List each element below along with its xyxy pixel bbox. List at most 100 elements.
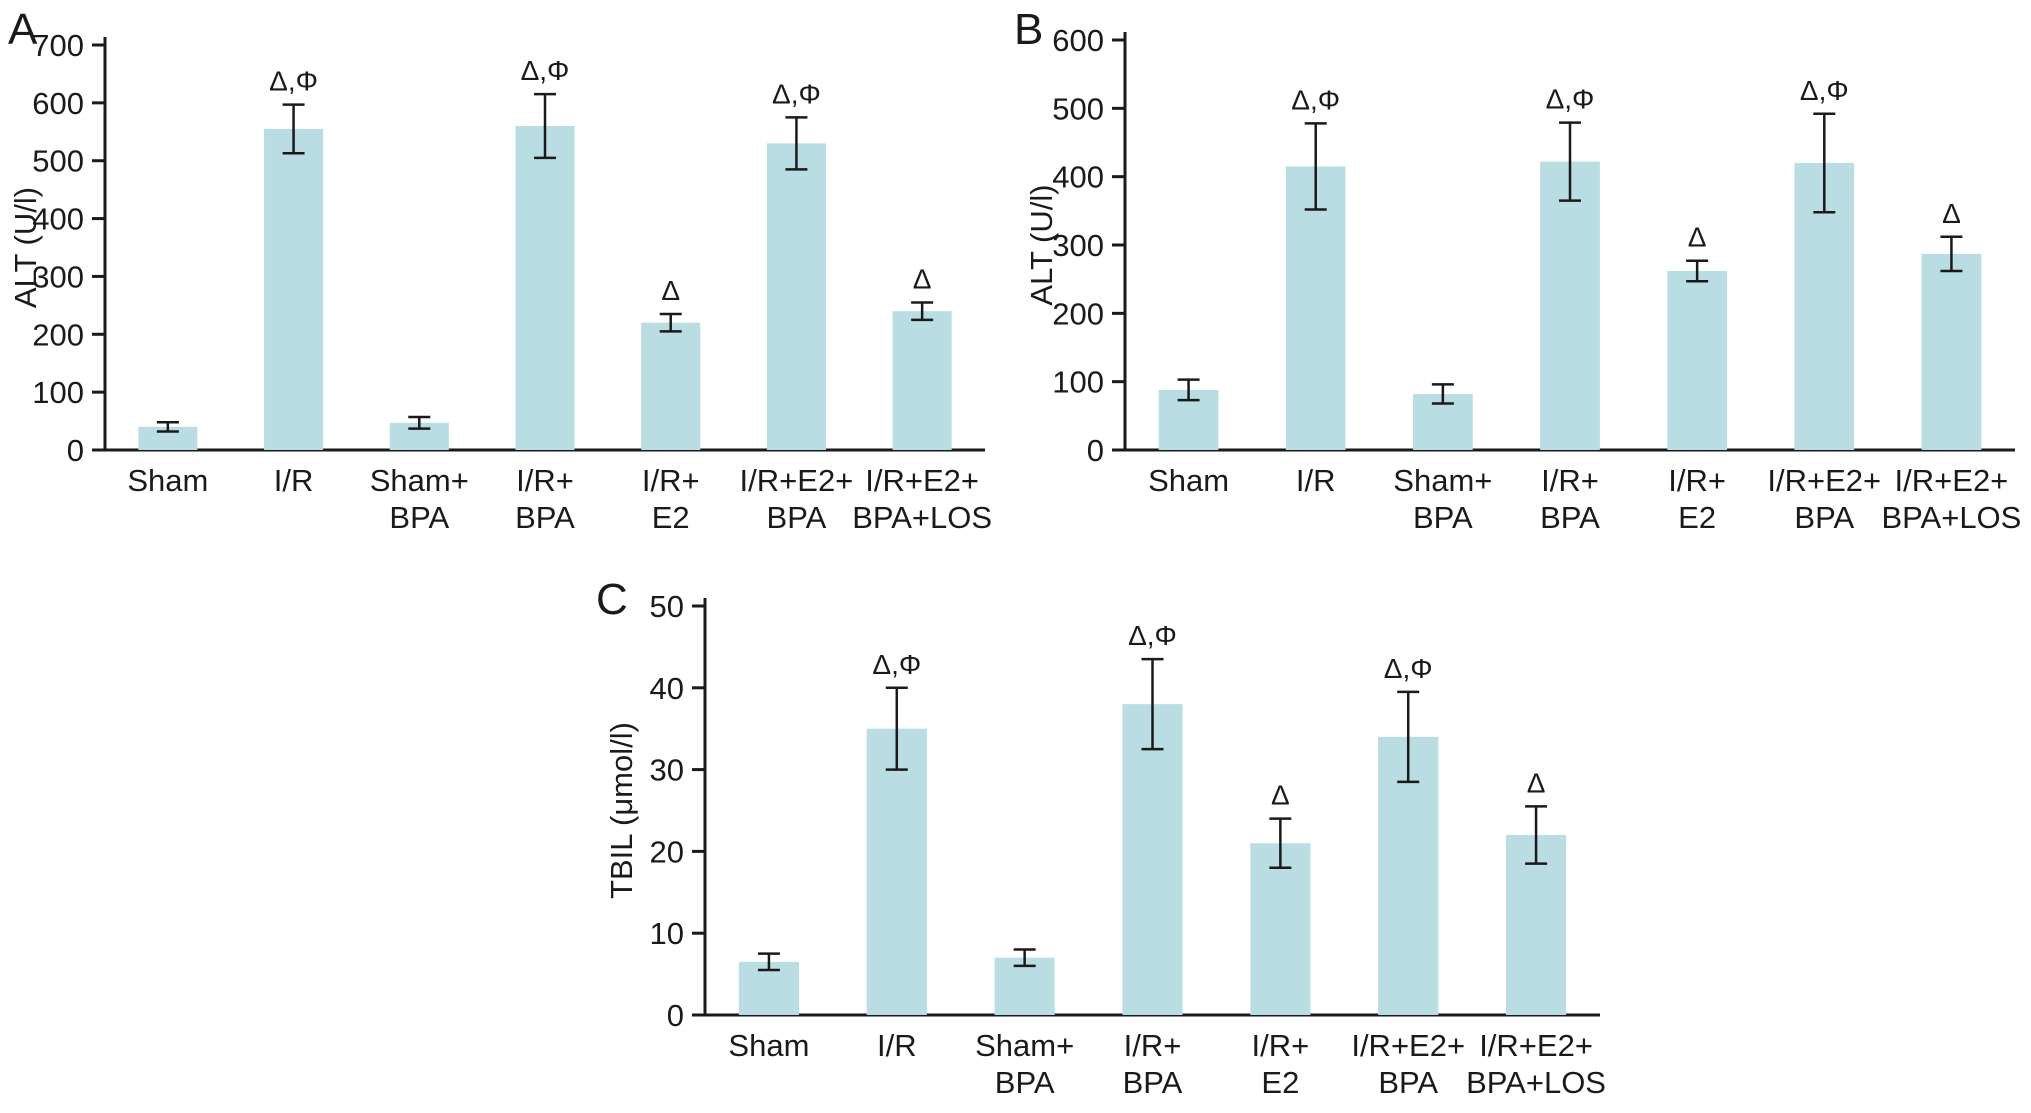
y-tick-label: 100 [32, 375, 84, 410]
category-label: BPA [1123, 1065, 1183, 1100]
bar [1921, 253, 1982, 450]
category-label: I/R+ [516, 463, 574, 498]
category-label: I/R+E2+ [1895, 463, 2009, 498]
y-tick-label: 500 [1052, 91, 1104, 126]
bar [866, 728, 927, 1015]
chart-panel-c: 0 10 20 30 40 50 TBIL (μmol/l) C Sham Δ,Φ I/R Sham+… [596, 575, 1606, 1100]
error-bar [1525, 805, 1548, 865]
significance-annotation: Δ,Φ [1384, 653, 1433, 684]
y-tick-label: 300 [1052, 228, 1104, 263]
bar [264, 128, 324, 450]
y-tick-label: 20 [650, 834, 684, 869]
significance-annotation: Δ [1688, 222, 1707, 253]
category-label: BPA+LOS [1466, 1065, 1606, 1100]
category-label: I/R+E2+ [1767, 463, 1881, 498]
category-label: I/R+E2+ [740, 463, 854, 498]
category-label: I/R+ [1668, 463, 1726, 498]
category-label: I/R+ [1251, 1028, 1309, 1063]
error-bar [1141, 657, 1164, 751]
y-tick-label: 0 [67, 433, 84, 468]
bar [994, 957, 1055, 1015]
y-axis-label: ALT (U/l) [1024, 184, 1059, 305]
category-label: Sham [127, 463, 208, 498]
error-bar [156, 420, 179, 433]
y-tick-label: 0 [667, 998, 684, 1033]
category-label: I/R+E2+ [1479, 1028, 1593, 1063]
category-label: BPA+LOS [852, 500, 992, 535]
error-bar [1686, 259, 1709, 283]
y-tick-label: 40 [650, 671, 684, 706]
category-label: Sham [1148, 463, 1229, 498]
bar [1250, 843, 1311, 1015]
bar [1506, 835, 1567, 1015]
y-axis-label: TBIL (μmol/l) [604, 722, 639, 899]
category-label: BPA [1540, 500, 1600, 535]
error-bar [911, 301, 934, 322]
panel-letter: A [8, 5, 38, 54]
bar [892, 311, 952, 450]
error-bar [785, 116, 808, 171]
category-label: I/R+ [642, 463, 700, 498]
y-tick-label: 200 [1052, 296, 1104, 331]
bar [766, 143, 826, 450]
category-label: I/R+E2+ [1351, 1028, 1465, 1063]
chart-panel-a: 0 100 200 300 400 500 600 700 ALT (U/l) A Sham Δ,Φ I… [8, 5, 992, 535]
category-label: E2 [1678, 500, 1716, 535]
y-tick-label: 10 [650, 916, 684, 951]
y-tick-label: 400 [32, 202, 84, 237]
error-bar [282, 103, 305, 155]
y-tick-label: 700 [32, 28, 84, 63]
y-tick-label: 600 [32, 86, 84, 121]
error-bar [1813, 112, 1836, 214]
significance-annotation: Δ,Φ [1128, 620, 1177, 651]
y-axis-label: ALT (U/l) [8, 187, 43, 308]
category-label: BPA+LOS [1881, 500, 2021, 535]
bar [1667, 270, 1728, 450]
significance-annotation: Δ [1271, 780, 1290, 811]
category-label: BPA [515, 500, 575, 535]
category-label: I/R+ [1124, 1028, 1182, 1063]
y-tick-label: 600 [1052, 23, 1104, 58]
category-label: I/R+ [1541, 463, 1599, 498]
bar [1540, 161, 1600, 450]
significance-annotation: Δ,Φ [1291, 84, 1340, 115]
significance-annotation: Δ,Φ [521, 55, 570, 86]
y-tick-label: 500 [32, 144, 84, 179]
y-tick-label: 50 [650, 589, 684, 624]
panel-letter: C [596, 575, 628, 624]
y-tick-label: 400 [1052, 160, 1104, 195]
error-bar [885, 686, 908, 771]
significance-annotation: Δ,Φ [1800, 75, 1849, 106]
bar [1378, 736, 1439, 1015]
error-bar [757, 952, 780, 972]
category-label: Sham [728, 1028, 809, 1063]
significance-annotation: Δ [1942, 198, 1961, 229]
significance-annotation: Δ,Φ [269, 66, 318, 97]
significance-annotation: Δ [913, 263, 932, 294]
category-label: BPA [389, 500, 449, 535]
y-tick-label: 200 [32, 317, 84, 352]
category-label: BPA [1413, 500, 1473, 535]
significance-annotation: Δ,Φ [872, 649, 921, 680]
category-label: BPA [1378, 1065, 1438, 1100]
chart-panel-b: 0 100 200 300 400 500 600 ALT (U/l) B Sham Δ,Φ I/R S… [1014, 5, 2021, 535]
category-label: Sham+ [370, 463, 469, 498]
bar [1122, 704, 1183, 1015]
error-bar [1397, 690, 1420, 784]
category-label: BPA [767, 500, 827, 535]
y-tick-label: 100 [1052, 365, 1104, 400]
error-bar [408, 415, 431, 430]
bar [1285, 166, 1346, 450]
error-bar [659, 312, 682, 333]
significance-annotation: Δ,Φ [772, 78, 821, 109]
y-tick-label: 300 [32, 259, 84, 294]
category-label: BPA [1794, 500, 1854, 535]
category-label: I/R [877, 1028, 917, 1063]
category-label: I/R [1296, 463, 1336, 498]
significance-annotation: Δ [661, 275, 680, 306]
bar [641, 322, 701, 450]
error-bar [1559, 121, 1581, 202]
error-bar [534, 92, 556, 160]
significance-annotation: Δ [1527, 767, 1546, 798]
